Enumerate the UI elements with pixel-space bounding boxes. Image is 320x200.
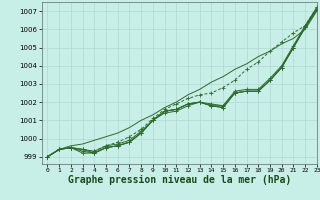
X-axis label: Graphe pression niveau de la mer (hPa): Graphe pression niveau de la mer (hPa) <box>68 175 291 185</box>
